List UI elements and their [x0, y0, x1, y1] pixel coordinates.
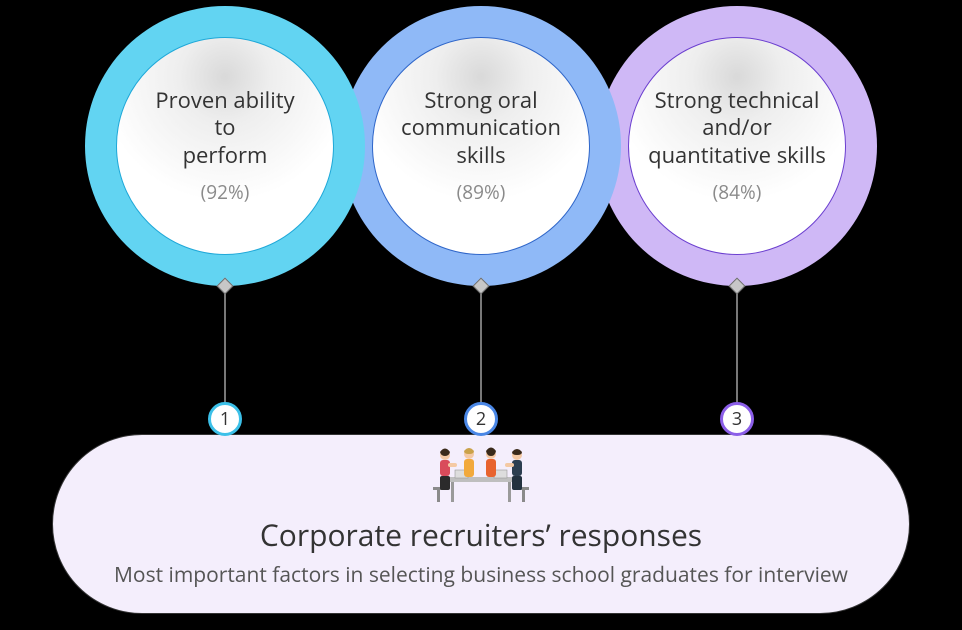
connector-stem	[736, 286, 738, 416]
rank-badge: 1	[208, 402, 242, 436]
people-meeting-icon	[421, 443, 541, 510]
factor-inner: Strong oralcommunicationskills (89%)	[372, 37, 590, 255]
factor-percent: (84%)	[713, 179, 762, 205]
factor-ring: Strong technicaland/orquantitative skill…	[597, 6, 877, 286]
factor-inner: Strong technicaland/orquantitative skill…	[628, 37, 846, 255]
factor-ring: Proven abilitytoperform (92%)	[85, 6, 365, 286]
rank-badge: 3	[720, 402, 754, 436]
factor-percent: (89%)	[457, 179, 506, 205]
rank-badge: 2	[464, 402, 498, 436]
connector-stem	[480, 286, 482, 416]
factor-inner: Proven abilitytoperform (92%)	[116, 37, 334, 255]
factor-label: Strong technicaland/orquantitative skill…	[648, 87, 826, 170]
summary-panel: Corporate recruiters’ responses Most imp…	[52, 434, 910, 614]
connector-stem	[224, 286, 226, 416]
panel-subtitle: Most important factors in selecting busi…	[114, 561, 848, 589]
factor-percent: (92%)	[201, 179, 250, 205]
infographic-stage: Corporate recruiters’ responses Most imp…	[0, 0, 962, 630]
factor-ring: Strong oralcommunicationskills (89%)	[341, 6, 621, 286]
factor-label: Proven abilitytoperform	[155, 87, 294, 170]
factor-label: Strong oralcommunicationskills	[401, 87, 561, 170]
panel-title: Corporate recruiters’ responses	[260, 514, 702, 555]
